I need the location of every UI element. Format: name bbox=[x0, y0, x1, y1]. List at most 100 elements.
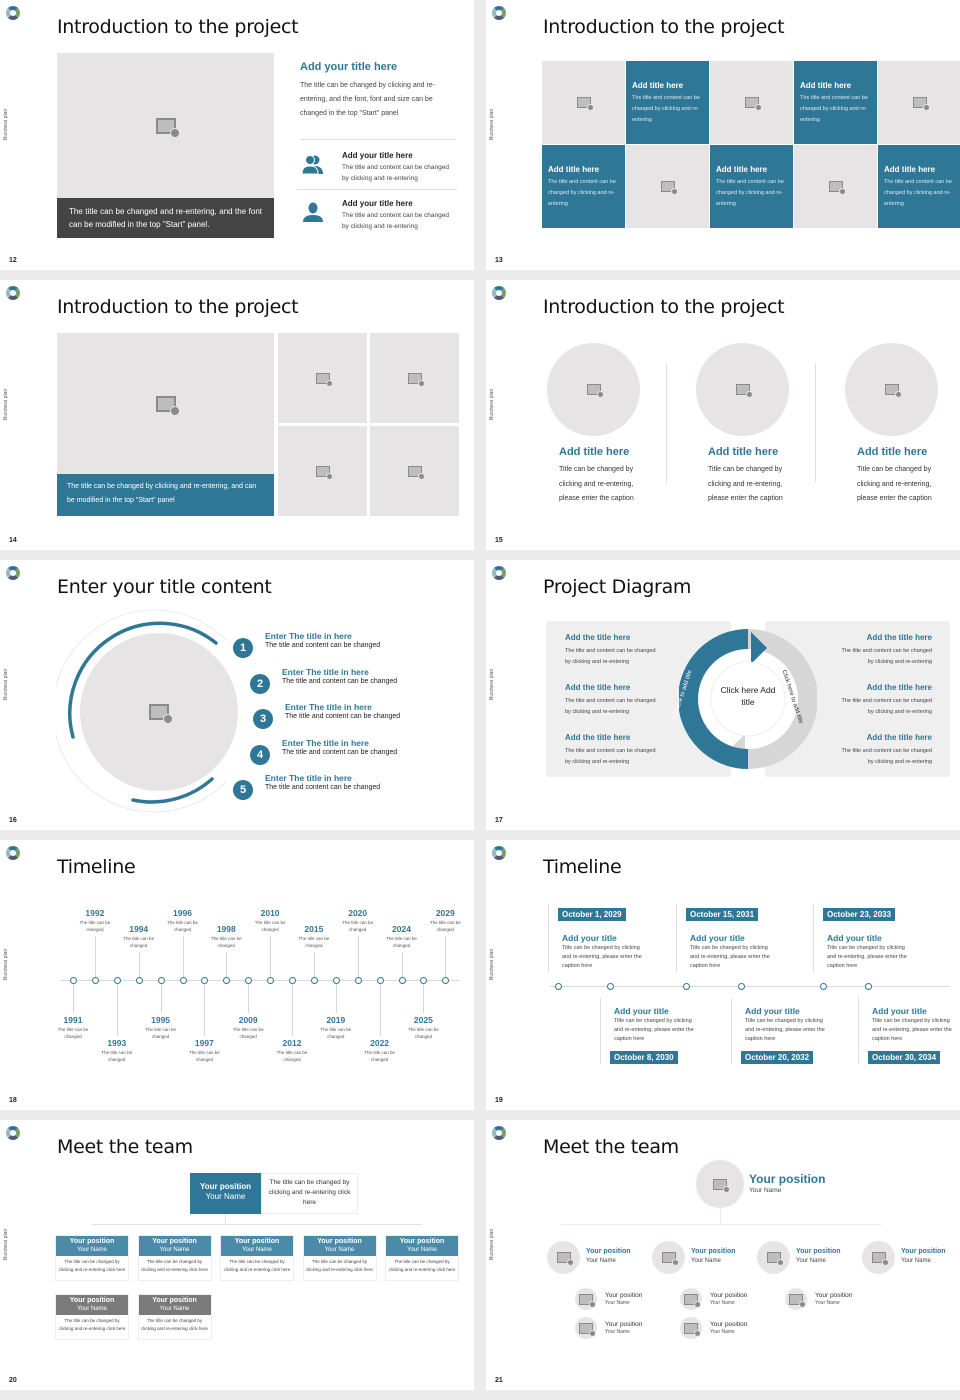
cycle-diagram[interactable] bbox=[678, 626, 818, 772]
text-tile[interactable]: Add title here The title and content can … bbox=[878, 145, 960, 228]
timeline-node[interactable] bbox=[420, 977, 428, 984]
timeline-node[interactable] bbox=[310, 977, 318, 984]
timeline-node[interactable] bbox=[201, 977, 209, 984]
panel-item-text: The title and content can be changed by … bbox=[841, 698, 932, 715]
connector-line bbox=[858, 998, 859, 1064]
image-placeholder[interactable] bbox=[696, 343, 789, 436]
timeline-node[interactable] bbox=[113, 977, 121, 984]
insert-image-icon bbox=[155, 395, 180, 416]
timeline-node[interactable] bbox=[267, 977, 275, 984]
member-card[interactable]: Your position Your Name The title can be c… bbox=[385, 1235, 459, 1281]
head-card[interactable]: Your position Your Name bbox=[190, 1173, 261, 1214]
image-placeholder[interactable] bbox=[626, 145, 709, 228]
timeline-node[interactable] bbox=[555, 983, 562, 990]
timeline-node[interactable] bbox=[179, 977, 187, 984]
event-title: Add your title bbox=[827, 933, 882, 943]
image-placeholder[interactable] bbox=[680, 1317, 702, 1339]
slide-thumbnail-12[interactable]: Business plan 12 Introduction to the proje… bbox=[0, 0, 474, 270]
image-placeholder[interactable] bbox=[652, 1241, 685, 1274]
image-placeholder[interactable] bbox=[547, 1241, 580, 1274]
text-tile[interactable]: Add title here The title and content can … bbox=[710, 145, 793, 228]
image-placeholder[interactable] bbox=[57, 333, 274, 474]
tile-text: The title and content can be changed by … bbox=[548, 179, 616, 207]
timeline-node[interactable] bbox=[332, 977, 340, 984]
timeline-node[interactable] bbox=[354, 977, 362, 984]
timeline-node[interactable] bbox=[91, 977, 99, 984]
member-card[interactable]: Your position Your Name The title can be c… bbox=[137, 1294, 212, 1340]
timeline-node[interactable] bbox=[289, 977, 296, 984]
image-placeholder[interactable] bbox=[278, 333, 367, 423]
cycle-center-label[interactable]: Click here Add title bbox=[714, 684, 782, 708]
image-placeholder[interactable] bbox=[862, 1241, 895, 1274]
slide-thumbnail-16[interactable]: Business plan 16 Enter your title content 1… bbox=[0, 560, 474, 830]
member-position: Your position bbox=[152, 1238, 197, 1245]
timeline-node[interactable] bbox=[398, 977, 406, 984]
slide-title: Meet the team bbox=[543, 1136, 679, 1158]
image-placeholder[interactable] bbox=[785, 1288, 807, 1310]
text-tile[interactable]: Add title here The title and content can … bbox=[794, 61, 877, 144]
image-placeholder[interactable] bbox=[80, 633, 238, 791]
step-title: Enter The title in here bbox=[265, 631, 352, 641]
image-placeholder[interactable] bbox=[878, 61, 960, 144]
slide-thumbnail-19[interactable]: Business plan 19 Timeline October 1, 2029 Ad… bbox=[486, 840, 960, 1110]
timeline-node[interactable] bbox=[738, 983, 745, 990]
member-card[interactable]: Your position Your Name The title can be c… bbox=[55, 1235, 129, 1281]
image-placeholder[interactable] bbox=[575, 1288, 597, 1310]
section-body: The title can be changed by clicking and… bbox=[300, 82, 436, 117]
timeline-node[interactable] bbox=[820, 983, 827, 990]
timeline-node[interactable] bbox=[223, 977, 231, 984]
member-card[interactable]: Your position Your Name The title can be c… bbox=[220, 1235, 294, 1281]
connector-line bbox=[445, 936, 447, 977]
text-tile[interactable]: Add title here The title and content can … bbox=[626, 61, 709, 144]
timeline-node[interactable] bbox=[135, 977, 143, 984]
image-placeholder[interactable] bbox=[845, 343, 938, 436]
slide-thumbnail-20[interactable]: Business plan 20 Meet the team Your positio… bbox=[0, 1120, 474, 1390]
slide-thumbnail-18[interactable]: Business plan 18 Timeline 1991 The title can… bbox=[0, 840, 474, 1110]
connector-line bbox=[600, 998, 601, 1064]
slide-thumbnail-14[interactable]: Business plan 14 Introduction to the proje… bbox=[0, 280, 474, 550]
timeline-node[interactable] bbox=[245, 977, 253, 984]
date-text: October 8, 2030 bbox=[614, 1053, 674, 1062]
member-card[interactable]: Your position Your Name The title can be c… bbox=[137, 1235, 212, 1281]
member-card[interactable]: Your position Your Name The title can be c… bbox=[55, 1294, 129, 1340]
image-placeholder[interactable] bbox=[575, 1317, 597, 1339]
image-placeholder[interactable] bbox=[757, 1241, 790, 1274]
timeline-node[interactable] bbox=[70, 977, 77, 984]
timeline-node[interactable] bbox=[683, 983, 690, 990]
image-placeholder[interactable] bbox=[57, 53, 274, 198]
tile-text: The title and content can be changed by … bbox=[884, 179, 952, 207]
slide-thumbnail-21[interactable]: Business plan 21 Meet the team Your positio… bbox=[486, 1120, 960, 1390]
timeline-node[interactable] bbox=[376, 977, 384, 984]
timeline-node[interactable] bbox=[442, 977, 450, 984]
image-placeholder[interactable] bbox=[542, 61, 625, 144]
image-placeholder[interactable] bbox=[547, 343, 640, 436]
timeline-node[interactable] bbox=[865, 983, 872, 990]
slide-thumbnail-15[interactable]: Business plan 15 Introduction to the proje… bbox=[486, 280, 960, 550]
member-header: Your position Your Name bbox=[56, 1295, 128, 1315]
timeline-node[interactable] bbox=[157, 977, 165, 984]
caption-box: The title can be changed and re-entering… bbox=[57, 198, 274, 238]
insert-image-icon bbox=[828, 181, 846, 195]
slide-number: 20 bbox=[9, 1377, 17, 1384]
text-tile[interactable]: Add title here The title and content can … bbox=[542, 145, 625, 228]
side-label: Business plan bbox=[3, 108, 9, 140]
panel-item-text: The title and content can be changed by … bbox=[841, 648, 932, 665]
timeline-year: 1998 bbox=[216, 924, 236, 934]
slide-thumbnail-13[interactable]: Business plan 13 Introduction to the proje… bbox=[486, 0, 960, 270]
slide-thumbnail-17[interactable]: Business plan 17 Project Diagram Add the ti… bbox=[486, 560, 960, 830]
image-placeholder[interactable] bbox=[696, 1160, 744, 1208]
member-name: Your Name bbox=[815, 1300, 840, 1306]
panel-item-text: The title and content can be changed by … bbox=[565, 748, 656, 765]
timeline-year: 2010 bbox=[260, 908, 280, 918]
image-placeholder[interactable] bbox=[370, 333, 459, 423]
insert-image-icon bbox=[684, 1293, 701, 1308]
logo-icon bbox=[6, 566, 20, 580]
image-placeholder[interactable] bbox=[680, 1288, 702, 1310]
image-placeholder[interactable] bbox=[370, 426, 459, 516]
image-placeholder[interactable] bbox=[794, 145, 877, 228]
member-header: Your position Your Name bbox=[221, 1236, 293, 1256]
timeline-node[interactable] bbox=[607, 983, 614, 990]
image-placeholder[interactable] bbox=[278, 426, 367, 516]
member-card[interactable]: Your position Your Name The title can be c… bbox=[302, 1235, 377, 1281]
image-placeholder[interactable] bbox=[710, 61, 793, 144]
